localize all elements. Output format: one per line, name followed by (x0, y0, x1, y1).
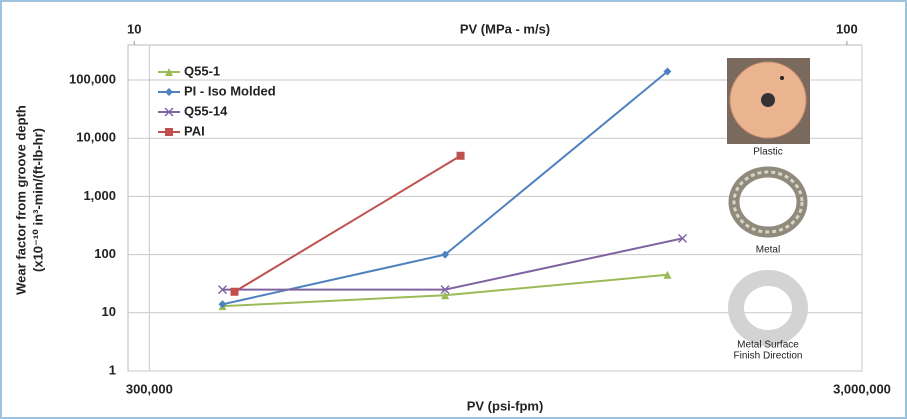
finish-ring (728, 270, 808, 346)
legend-marker (165, 128, 173, 136)
legend-label: Q55-1 (184, 63, 220, 78)
marker (217, 285, 228, 295)
x-tick-label: 3,000,000 (833, 381, 891, 396)
marker (440, 285, 450, 295)
image-caption: Finish Direction (734, 351, 803, 362)
y-axis-label: Wear factor from groove depth (13, 105, 28, 295)
marker (456, 151, 465, 160)
marker (441, 291, 450, 300)
marker (441, 250, 450, 259)
grid (127, 41, 863, 372)
y-tick-label: 100 (94, 246, 116, 261)
marker (663, 270, 672, 279)
metal-ring-detail (732, 170, 804, 234)
x2-tick-label: 100 (836, 21, 858, 36)
image-caption: Metal Surface (737, 340, 799, 351)
y-tick-label: 10 (102, 304, 116, 319)
y-tick-label: 100,000 (69, 71, 116, 86)
legend-marker (165, 68, 173, 76)
x2-axis-label: PV (MPa - m/s) (460, 21, 550, 36)
x-axis-label: PV (psi-fpm) (467, 398, 544, 413)
x2-tick-label: 10 (127, 21, 141, 36)
x-tick-label: 300,000 (126, 381, 173, 396)
marker (218, 300, 227, 309)
legend-marker (165, 88, 173, 96)
marker (230, 287, 239, 296)
marks (158, 67, 688, 311)
series-line (233, 154, 462, 293)
plastic-dot (780, 76, 784, 80)
marker (678, 233, 688, 243)
marker (663, 67, 672, 76)
plastic-hole (761, 93, 775, 107)
legend-label: Q55-14 (184, 103, 228, 118)
legend-label: PAI (184, 123, 205, 138)
photos (727, 58, 810, 346)
y-axis-label: (x10⁻¹⁰ in³-min/(ft-lb-hr) (30, 128, 45, 272)
legend-marker (164, 107, 174, 117)
y-tick-label: 10,000 (76, 130, 116, 145)
image-caption: Metal (756, 245, 780, 256)
legend-label: PI - Iso Molded (184, 83, 276, 98)
image-caption: Plastic (753, 147, 782, 158)
y-tick-label: 1,000 (83, 188, 116, 203)
y-tick-label: 1 (109, 362, 116, 377)
